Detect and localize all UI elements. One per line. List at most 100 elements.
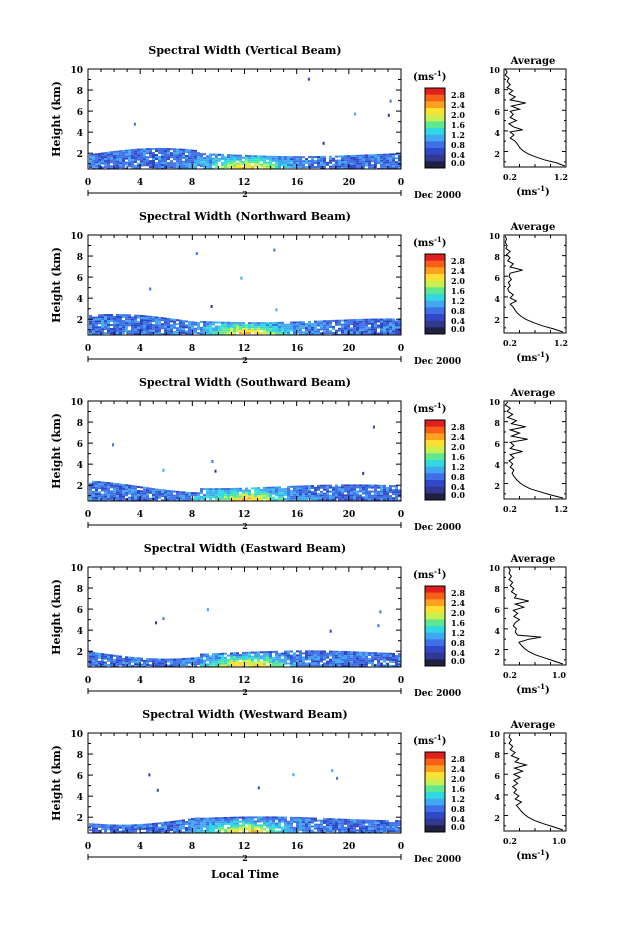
heatmap-cell	[272, 163, 275, 166]
heatmap-cell	[95, 491, 98, 493]
heatmap-cell	[335, 818, 338, 821]
heatmap-cell	[329, 822, 332, 825]
heatmap-cell	[266, 496, 269, 499]
heatmap-cell	[209, 821, 212, 824]
heatmap-cell	[125, 664, 128, 667]
heatmap-cell	[239, 826, 242, 829]
avg-y-tick: 10	[489, 729, 501, 739]
heatmap-cell	[176, 492, 179, 495]
heatmap-cell	[209, 655, 212, 658]
heatmap-cell	[206, 608, 209, 612]
heatmap-cell	[143, 831, 146, 833]
heatmap-cell	[143, 164, 146, 167]
heatmap-cell	[359, 651, 362, 654]
colorbar-swatches	[425, 752, 445, 833]
heatmap-cell	[248, 163, 251, 166]
heatmap-cell	[239, 816, 242, 819]
heatmap-cell	[203, 153, 206, 156]
heatmap-cell	[104, 156, 107, 159]
heatmap-cell	[336, 776, 339, 780]
heatmap-cell	[380, 163, 383, 166]
heatmap-cell	[278, 162, 281, 164]
y-tick-label: 4	[77, 627, 83, 637]
heatmap-cell	[332, 826, 335, 829]
heatmap-cell	[110, 660, 113, 663]
heatmap-cell	[311, 829, 314, 832]
heatmap-cell	[368, 158, 371, 161]
heatmap-cell	[215, 823, 218, 826]
heatmap-cell	[197, 158, 200, 161]
heatmap-cell	[266, 161, 269, 164]
heatmap-cell	[161, 664, 164, 667]
heatmap-cell	[122, 165, 125, 168]
heatmap-cell	[359, 162, 362, 165]
heatmap-cell	[350, 661, 353, 664]
heatmap-cell	[161, 822, 164, 825]
heatmap-cell	[299, 485, 302, 488]
heatmap-cell	[383, 820, 386, 822]
heatmap-cell	[206, 659, 209, 662]
heatmap-cell	[317, 654, 320, 657]
heatmap-cell	[374, 484, 377, 487]
heatmap-cell	[185, 657, 188, 660]
heatmap-cell	[305, 829, 308, 832]
heatmap-cell	[380, 826, 383, 828]
heatmap-cell	[359, 490, 362, 493]
heatmap-cell	[227, 164, 230, 167]
heatmap-cell	[344, 323, 347, 326]
colorbar-swatch	[425, 758, 445, 766]
colorbar-tick: 1.6	[451, 618, 465, 628]
heatmap-cell	[368, 819, 371, 822]
heatmap-cell	[317, 320, 320, 323]
heatmap-cell	[167, 326, 170, 328]
heatmap-cell	[224, 831, 227, 833]
heatmap-cell	[353, 665, 356, 667]
heatmap-cell	[158, 320, 161, 323]
heatmap-cell	[155, 324, 158, 327]
heatmap-cell	[371, 166, 374, 169]
heatmap-cell	[89, 655, 92, 658]
heatmap-cell	[392, 499, 395, 501]
heatmap-cell	[395, 659, 398, 662]
heatmap-cell	[341, 333, 344, 335]
heatmap-cell	[254, 816, 257, 819]
heatmap-cell	[191, 327, 194, 330]
heatmap-cell	[278, 496, 281, 499]
heatmap-cell	[218, 153, 221, 156]
heatmap-cell	[146, 317, 149, 320]
heatmap-cell	[257, 495, 260, 498]
heatmap-cell	[353, 333, 356, 335]
heatmap-cell	[233, 493, 236, 496]
heatmap-cell	[371, 496, 374, 499]
heatmap-cell	[203, 825, 206, 828]
heatmap-cell	[158, 165, 161, 168]
heatmap-cell	[350, 333, 353, 335]
heatmap-cell	[179, 831, 182, 833]
average-profile: Average 2 4 6 8 10 0.2 1.2	[489, 388, 568, 514]
heatmap-cell	[110, 830, 113, 833]
heatmap-cell	[365, 162, 368, 165]
heatmap-cell	[269, 157, 272, 160]
day-axis: 2 Dec 2000	[87, 355, 461, 367]
heatmap-cell	[224, 327, 227, 330]
heatmap-cell	[254, 820, 257, 823]
heatmap-cell	[269, 159, 272, 162]
heatmap-cell	[176, 828, 179, 831]
heatmap-cell	[209, 323, 212, 326]
heatmap-cell	[293, 164, 296, 167]
heatmap-cell	[209, 163, 212, 166]
heatmap-cell	[185, 159, 188, 161]
colorbar-swatch	[425, 592, 445, 600]
heatmap-cell	[125, 151, 128, 154]
heatmap-cell	[125, 320, 128, 323]
average-profile: Average 2 4 6 8 10 0.2 1.2 (ms-1)	[489, 56, 568, 198]
heatmap-cell	[194, 492, 197, 495]
heatmap-cell	[317, 330, 320, 333]
heatmap-cell	[377, 825, 380, 828]
heatmap-cell	[107, 316, 110, 318]
heatmap-cell	[308, 827, 311, 830]
heatmap-cell	[218, 498, 221, 501]
heatmap-cell	[122, 495, 125, 498]
heatmap-cell	[377, 494, 380, 497]
heatmap-cell	[167, 827, 170, 830]
